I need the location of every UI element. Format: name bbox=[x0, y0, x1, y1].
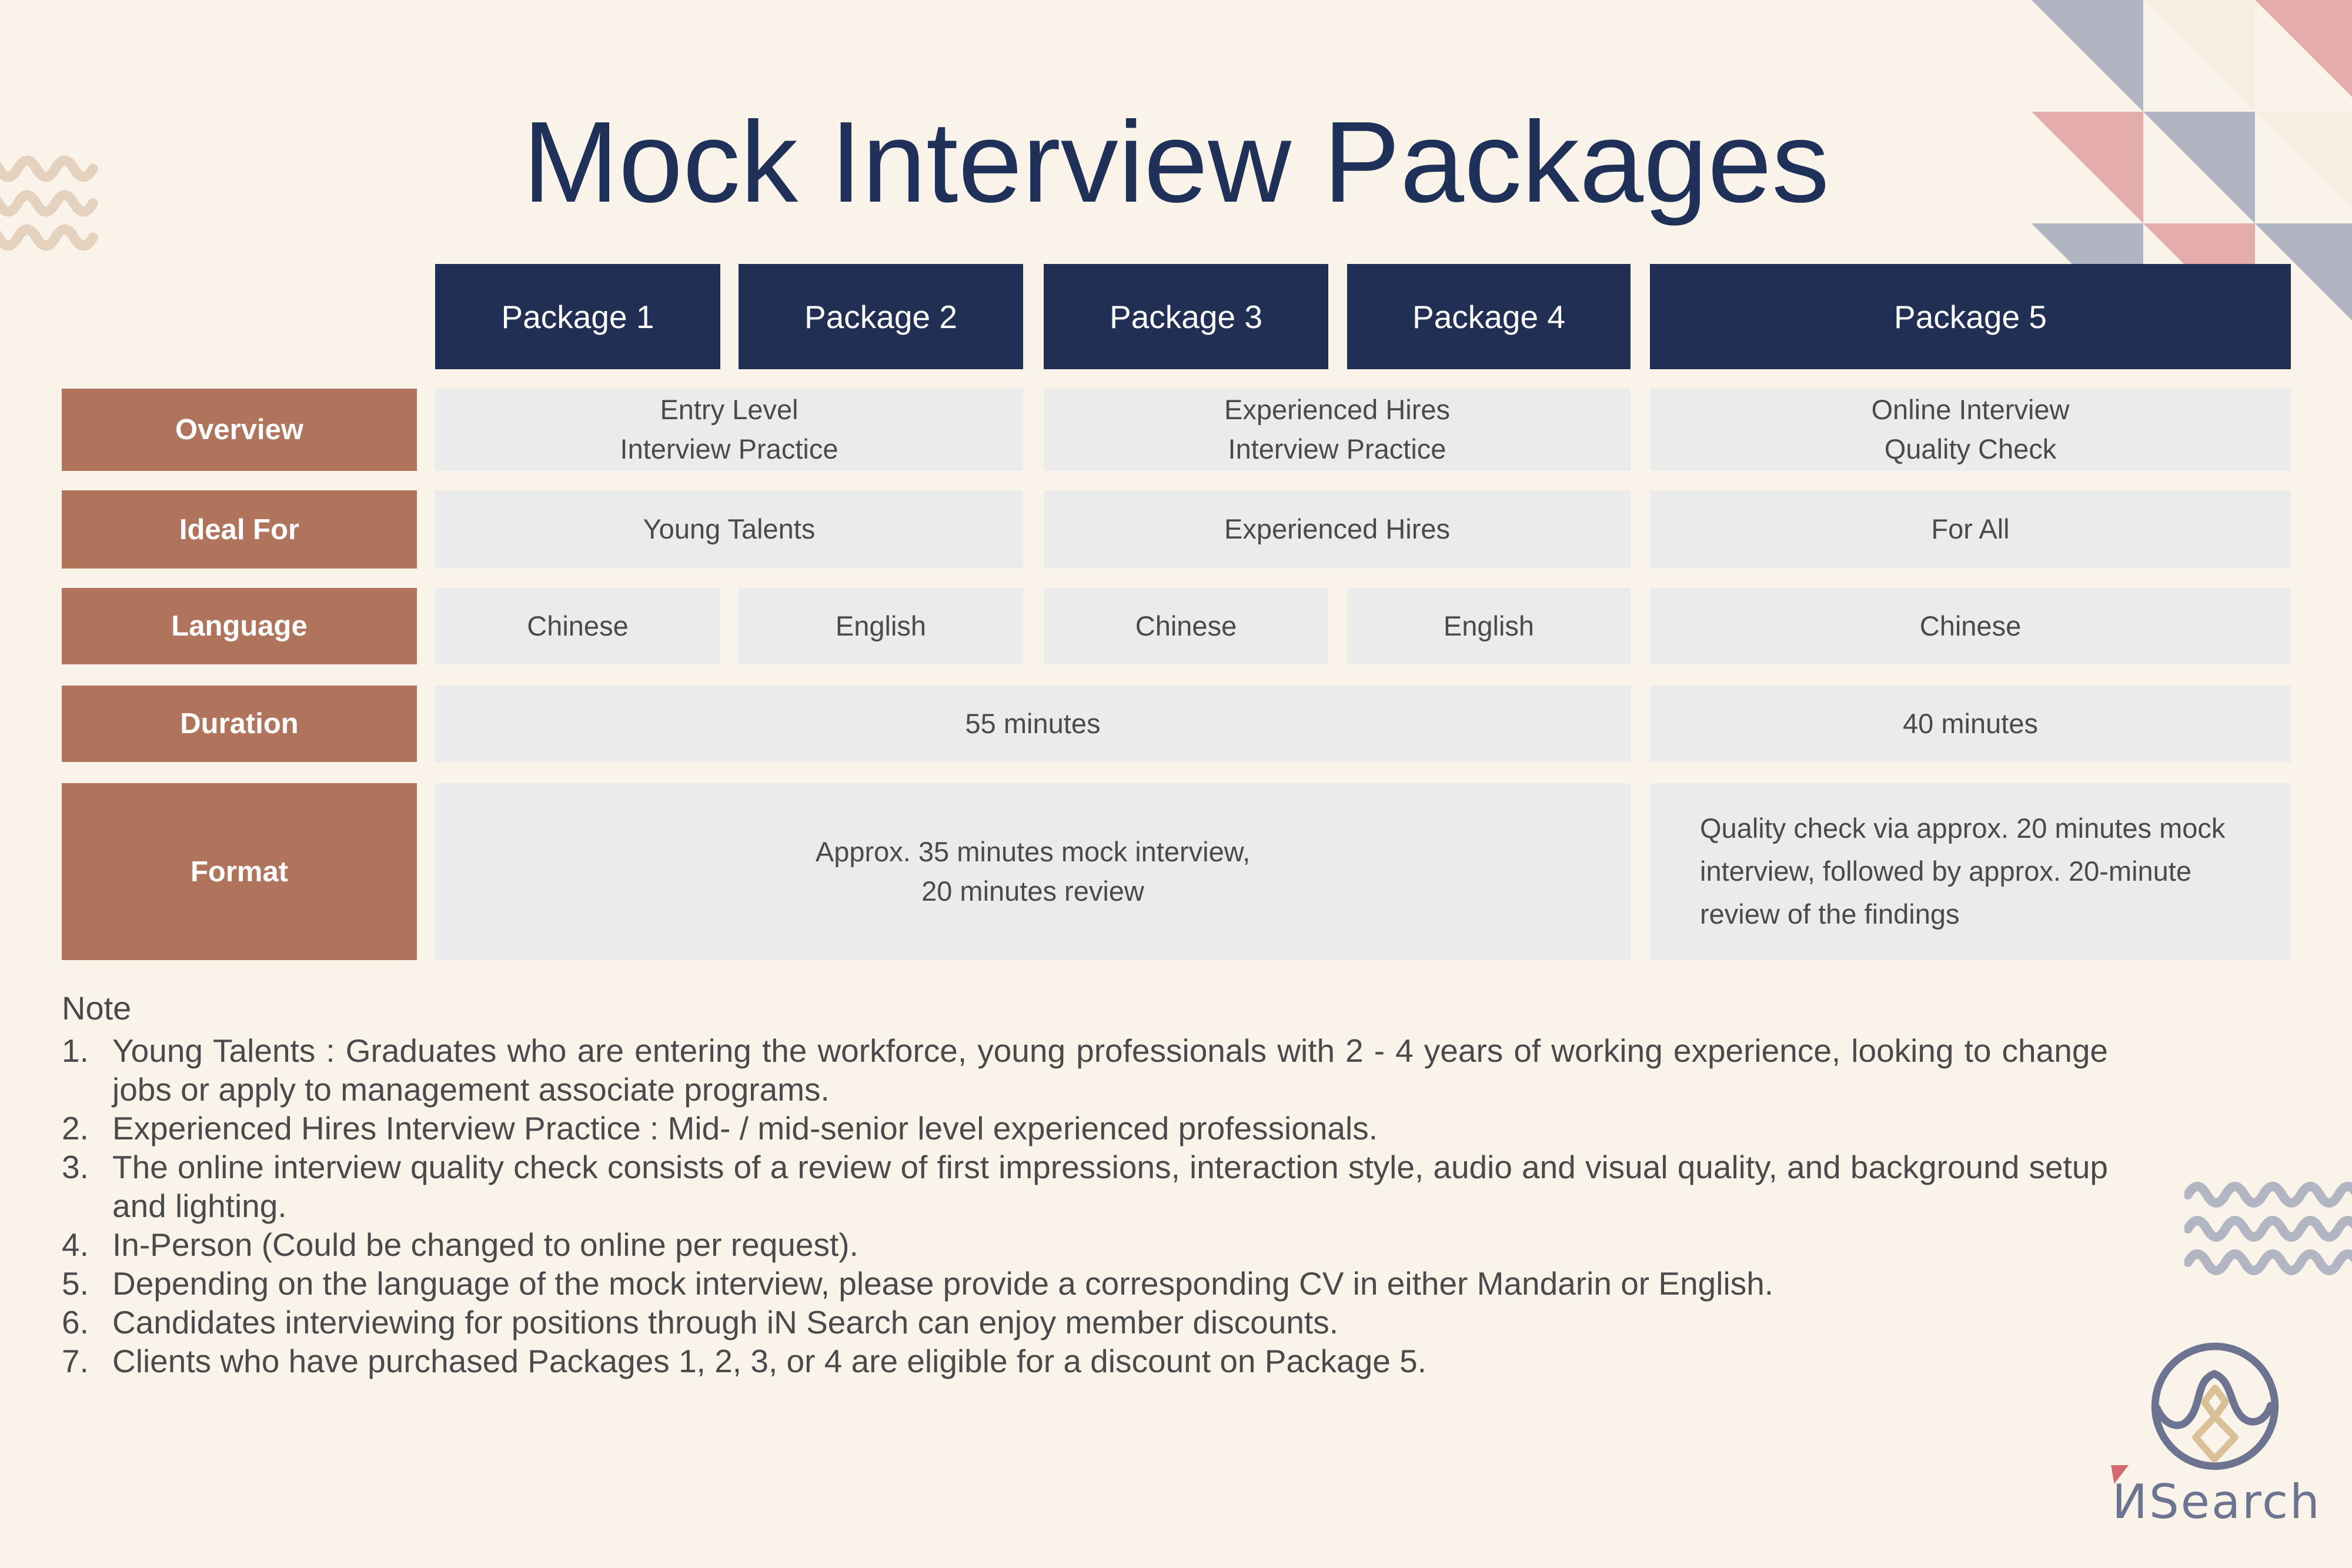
note-item-text: In-Person (Could be changed to online pe… bbox=[112, 1226, 858, 1263]
right-waves-decoration bbox=[2184, 1182, 2352, 1275]
cell-ideal-for-package-3-4: Experienced Hires bbox=[1044, 490, 1631, 569]
note-item-5: 5. Depending on the language of the mock… bbox=[62, 1264, 2108, 1303]
row-label-duration: Duration bbox=[62, 686, 417, 762]
note-item-number: 1. bbox=[62, 1032, 89, 1069]
note-item-7: 7. Clients who have purchased Packages 1… bbox=[62, 1342, 2108, 1380]
note-item-number: 4. bbox=[62, 1226, 89, 1263]
row-label-format: Format bbox=[62, 783, 417, 960]
column-header-package-4: Package 4 bbox=[1347, 264, 1631, 369]
wordmark-first-letter: И bbox=[2111, 1465, 2149, 1529]
note-item-6: 6. Candidates interviewing for positions… bbox=[62, 1303, 2108, 1342]
cell-overview-package-3-4: Experienced Hires Interview Practice bbox=[1044, 389, 1631, 471]
note-item-4: 4. In-Person (Could be changed to online… bbox=[62, 1225, 2108, 1264]
row-label-language: Language bbox=[62, 588, 417, 664]
note-item-text: Clients who have purchased Packages 1, 2… bbox=[112, 1343, 1426, 1379]
note-item-text: The online interview quality check consi… bbox=[112, 1149, 2108, 1224]
wordmark-first-glyph: И bbox=[2112, 1475, 2149, 1529]
note-section: Note 1. Young Talents : Graduates who ar… bbox=[62, 989, 2108, 1380]
note-item-text: Depending on the language of the mock in… bbox=[112, 1265, 1774, 1302]
cell-language-package-2: English bbox=[739, 588, 1023, 664]
cell-ideal-for-package-1-2: Young Talents bbox=[435, 490, 1023, 569]
note-item-text: Experienced Hires Interview Practice : M… bbox=[112, 1110, 1378, 1146]
note-item-number: 2. bbox=[62, 1110, 89, 1146]
corner-triangles-decoration bbox=[2032, 0, 2352, 335]
row-label-ideal-for: Ideal For bbox=[62, 490, 417, 569]
column-header-package-3: Package 3 bbox=[1044, 264, 1328, 369]
cell-duration-package-5: 40 minutes bbox=[1650, 686, 2291, 762]
cell-duration-package-1-4: 55 minutes bbox=[435, 686, 1631, 762]
page-title: Mock Interview Packages bbox=[522, 98, 1830, 226]
note-item-text: Candidates interviewing for positions th… bbox=[112, 1304, 1338, 1340]
left-waves-decoration bbox=[0, 155, 98, 251]
cell-format-package-5: Quality check via approx. 20 minutes moc… bbox=[1650, 783, 2291, 960]
note-item-number: 6. bbox=[62, 1304, 89, 1340]
column-header-package-5: Package 5 bbox=[1650, 264, 2291, 369]
column-header-package-1: Package 1 bbox=[435, 264, 720, 369]
cell-ideal-for-package-5: For All bbox=[1650, 490, 2291, 569]
note-item-number: 5. bbox=[62, 1265, 89, 1302]
row-label-overview: Overview bbox=[62, 389, 417, 471]
note-item-number: 7. bbox=[62, 1343, 89, 1379]
insearch-wordmark: ИSearch bbox=[2093, 1465, 2340, 1529]
wordmark-rest: Search bbox=[2149, 1475, 2321, 1529]
cell-language-package-5: Chinese bbox=[1650, 588, 2291, 664]
cell-language-package-4: English bbox=[1347, 588, 1631, 664]
insearch-logo-emblem-icon bbox=[2151, 1342, 2279, 1470]
note-item-text: Young Talents : Graduates who are enteri… bbox=[112, 1032, 2108, 1108]
column-header-package-2: Package 2 bbox=[739, 264, 1023, 369]
note-item-3: 3. The online interview quality check co… bbox=[62, 1148, 2108, 1225]
note-item-1: 1. Young Talents : Graduates who are ent… bbox=[62, 1031, 2108, 1109]
cell-overview-package-1-2: Entry Level Interview Practice bbox=[435, 389, 1023, 471]
cell-language-package-1: Chinese bbox=[435, 588, 720, 664]
cell-format-package-1-4: Approx. 35 minutes mock interview, 20 mi… bbox=[435, 783, 1631, 960]
note-item-2: 2. Experienced Hires Interview Practice … bbox=[62, 1109, 2108, 1148]
cell-language-package-3: Chinese bbox=[1044, 588, 1328, 664]
cell-overview-package-5: Online Interview Quality Check bbox=[1650, 389, 2291, 471]
note-heading: Note bbox=[62, 989, 132, 1027]
note-item-number: 3. bbox=[62, 1149, 89, 1185]
